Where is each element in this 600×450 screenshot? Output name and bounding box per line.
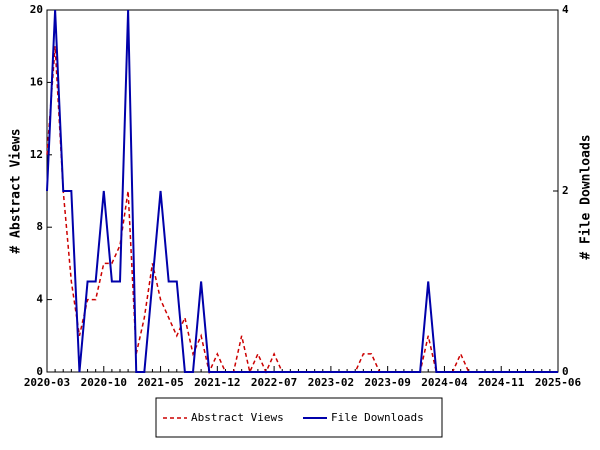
y-axis-label: # Abstract Views [9,128,24,253]
x-tick-label: 2021-05 [137,376,183,389]
legend-label: File Downloads [331,411,424,424]
series-line [46,9,558,373]
x-tick-label: 2020-10 [81,376,127,389]
series-line [46,46,558,375]
y-tick-label: 8 [36,220,43,233]
legend-box [155,397,443,438]
y-tick-label: 16 [30,75,44,88]
x-tick-label: 2023-02 [308,376,354,389]
y-tick-label: 12 [30,148,43,161]
x-tick-label: 2024-04 [421,376,468,389]
legend-label: Abstract Views [191,411,284,424]
y2-axis-label: # File Downloads [579,134,594,259]
x-tick-label: 2024-11 [478,376,525,389]
x-tick-label: 2022-07 [251,376,297,389]
y2-tick-label: 4 [562,3,569,16]
y-tick-label: 20 [30,3,43,16]
y2-tick-label: 2 [562,184,569,197]
y-tick-label: 0 [36,365,43,378]
x-tick-label: 2021-12 [194,376,240,389]
legend: Abstract Views File Downloads [163,411,424,424]
x-tick-label: 2023-09 [364,376,410,389]
y2-tick-label: 0 [562,365,569,378]
x-tick-label: 2025-06 [535,376,582,389]
y-tick-label: 4 [36,293,43,306]
x-tick-label: 2020-03 [24,376,70,389]
